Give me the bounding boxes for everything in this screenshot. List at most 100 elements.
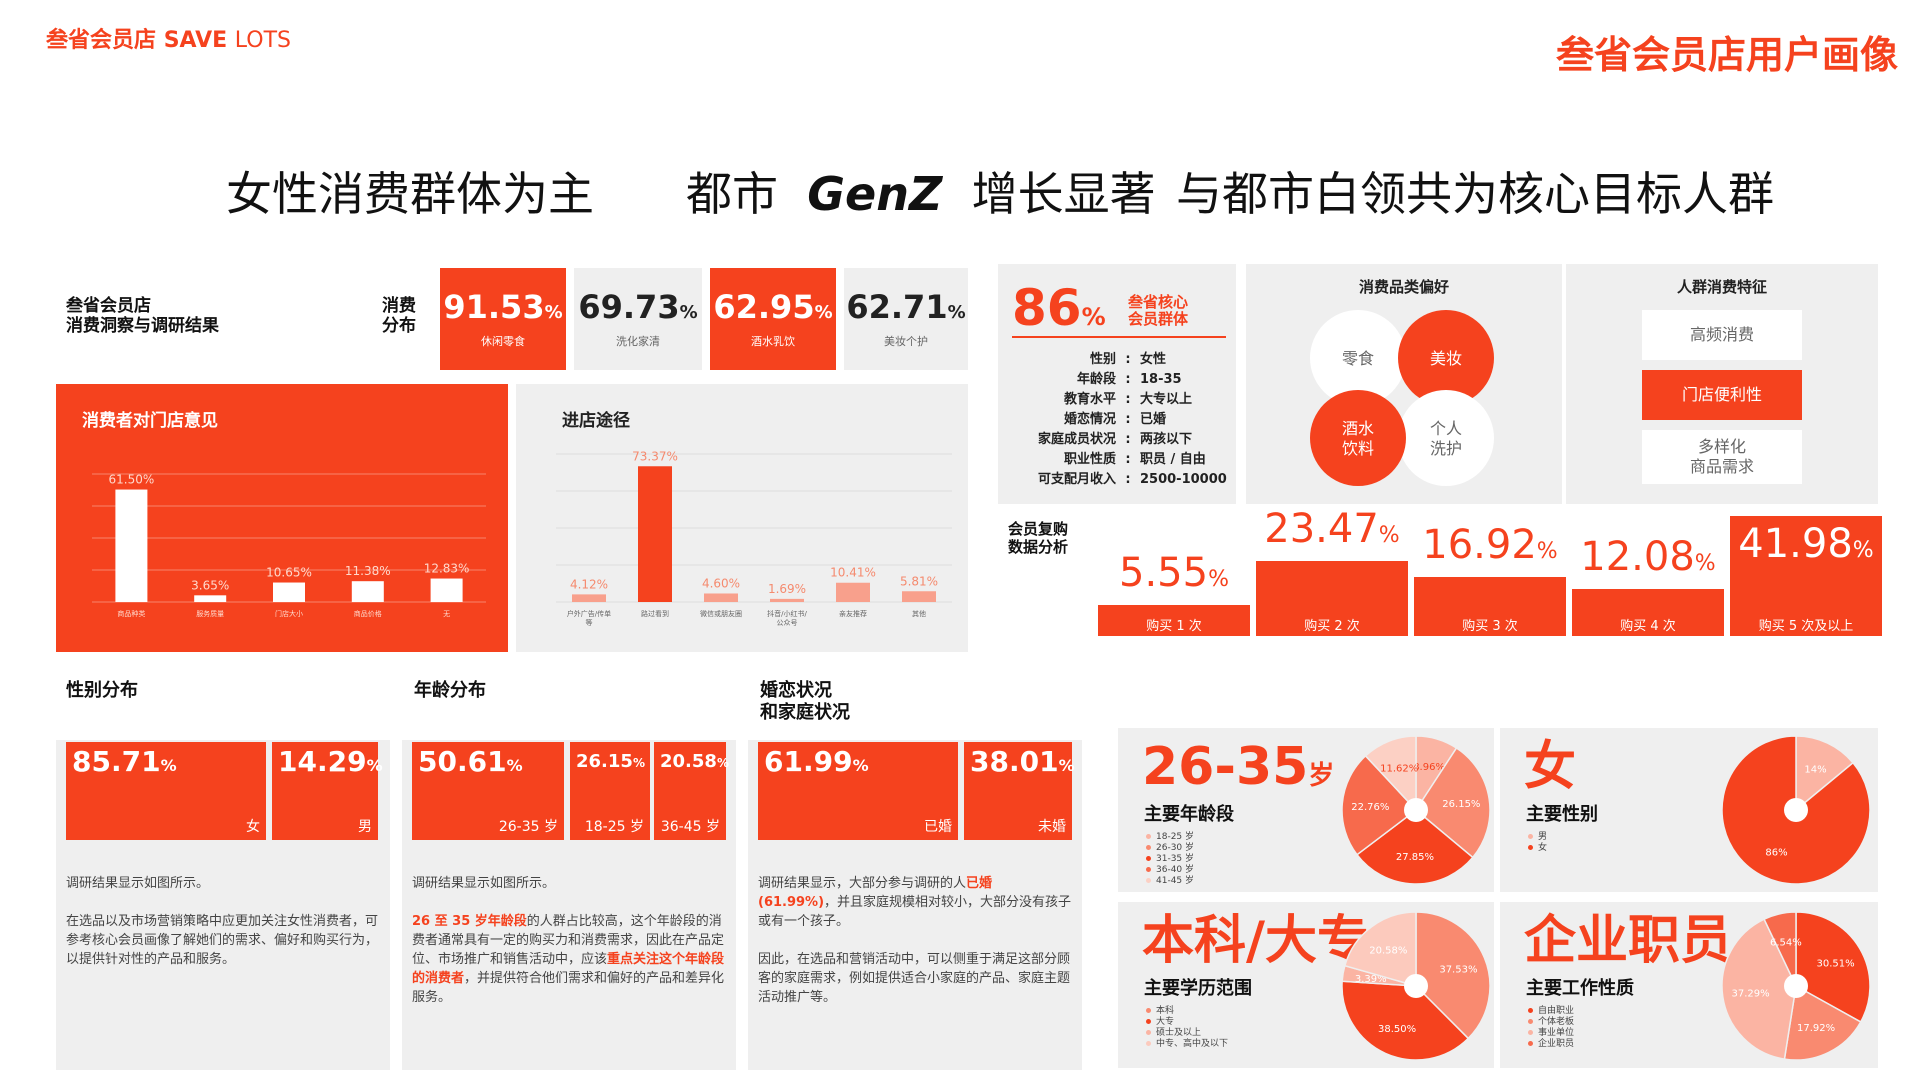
trait-variety: 多样化 商品需求 <box>1642 430 1802 484</box>
pie-legend-item: 自由职业 <box>1528 1006 1574 1017</box>
spend-card-snacks: 91.53% 休闲零食 <box>440 268 566 370</box>
core-attribute-value: 18-35 <box>1140 372 1182 387</box>
spend-card-drinks: 62.95% 酒水乳饮 <box>710 268 836 370</box>
age-26-35-box: 50.61% 26-35 岁 <box>412 742 564 840</box>
age-36-45-box: 20.58% 36-45 岁 <box>654 742 729 840</box>
marriage-text: 调研结果显示，大部分参与调研的人已婚 (61.99%)，并且家庭规模相对较小，大… <box>758 876 1072 1005</box>
repurchase-bar: 购买 2 次 <box>1256 560 1408 636</box>
repurchase-label: 会员复购 数据分析 <box>1008 520 1069 556</box>
core-attribute-row: 职业性质: 职员 / 自由 <box>998 450 1227 470</box>
pie-slice <box>1721 918 1797 1060</box>
gender-pie-big: 女 <box>1524 737 1577 797</box>
bar <box>836 582 870 602</box>
bar <box>430 578 463 602</box>
bar-value-label: 5.81% <box>900 574 938 588</box>
edu-pie-chart: 37.53% 38.50% 3.39% 20.58% <box>1341 911 1491 1061</box>
opinion-chart-panel: 消费者对门店意见 61.50% 商品种类 3.65% 服务质量 10.65% 门店大小 11… <box>56 384 508 652</box>
pie-slice-label: 11.62% <box>1380 763 1418 774</box>
pie-legend-dot <box>1146 878 1151 883</box>
pie-legend-dot <box>1146 834 1151 839</box>
spend-card-beauty: 62.71% 美妆个护 <box>844 268 968 370</box>
pie-legend-dot <box>1528 1008 1533 1013</box>
repurchase-unit: % <box>1536 538 1558 564</box>
preference-title: 消费品类偏好 <box>1358 278 1449 296</box>
bar <box>351 581 384 602</box>
gender-title: 性别分布 <box>66 680 138 701</box>
pie-legend-dot <box>1146 867 1151 872</box>
age-pie-sub: 主要年龄段 <box>1144 804 1234 825</box>
repurchase-number: 23.47 <box>1264 505 1379 552</box>
gender-pie-panel: 女 主要性别 男女 14% 86% <box>1500 728 1878 892</box>
pie-legend-item: 硕士及以上 <box>1146 1028 1228 1039</box>
core-attribute-key: 家庭成员状况 <box>1037 432 1116 447</box>
pie-legend-item: 31-35 岁 <box>1146 854 1194 865</box>
trait-convenience: 门店便利性 <box>1642 370 1802 420</box>
marriage-single-box: 38.01% 未婚 <box>964 742 1075 840</box>
pie-slice-label: 26.15% <box>1442 799 1480 810</box>
headline-whitecollar: 与都市白领共为核心目标人群 <box>1176 167 1774 221</box>
pie-legend-dot <box>1146 1008 1151 1013</box>
pref-circle-drinks <box>1310 390 1406 486</box>
bar-category-label: 微信或朋友圈 <box>700 609 742 618</box>
core-attribute-key: 可支配月收入 <box>1037 472 1116 487</box>
pie-legend-label: 企业职员 <box>1538 1039 1575 1049</box>
repurchase-value-text: 41.98% <box>1730 522 1882 573</box>
edu-pie-sub: 主要学历范围 <box>1144 978 1252 999</box>
bar-category-label: 无 <box>443 610 450 618</box>
pie-legend-item: 26-30 岁 <box>1146 843 1194 854</box>
bar <box>638 466 672 602</box>
pie-legend-label: 31-35 岁 <box>1156 854 1195 864</box>
pie-slice-label: 86% <box>1765 848 1787 859</box>
marriage-married-box: 61.99% 已婚 <box>758 742 958 840</box>
bar-value-label: 12.83% <box>424 562 470 576</box>
bar-category-label: 户外广告/传单等 <box>567 609 611 627</box>
age-pie-big: 26-35岁 <box>1142 737 1335 797</box>
repurchase-value: 23.47% <box>1256 507 1408 558</box>
repurchase-caption: 购买 3 次 <box>1462 618 1518 634</box>
core-attribute-row: 婚恋情况: 已婚 <box>998 410 1227 430</box>
core-attribute-colon: : <box>1125 472 1131 487</box>
bar-category-label: 服务质量 <box>196 609 224 618</box>
pie-legend-label: 硕士及以上 <box>1156 1028 1202 1038</box>
pie-legend-item: 事业单位 <box>1528 1028 1574 1039</box>
pie-slice <box>1341 980 1470 1061</box>
bar <box>273 582 305 602</box>
pie-legend-item: 本科 <box>1146 1006 1228 1017</box>
pref-label-beauty: 美妆 <box>1430 349 1462 368</box>
pie-slice <box>1343 911 1417 987</box>
pie-legend-label: 中专、高中及以下 <box>1156 1039 1229 1049</box>
core-tag: 叁省核心 会员群体 <box>1128 293 1189 328</box>
trait-variety-line: 多样化 <box>1697 437 1746 456</box>
headline-female: 女性消费群体为主 <box>226 167 594 221</box>
bar-value-label: 11.38% <box>345 564 391 578</box>
pie-center-hole <box>1784 798 1808 822</box>
bar-value-label: 73.37% <box>632 449 678 463</box>
core-attribute-row: 年龄段:18-35 <box>998 370 1227 390</box>
age-text: 调研结果显示如图所示。 26 至 35 岁年龄段的人群占比较高，这个年龄段的消费… <box>412 876 725 1005</box>
core-attribute-value: 两孩以下 <box>1140 432 1193 447</box>
pie-slice-label: 30.51% <box>1816 959 1854 970</box>
repurchase-unit: % <box>1378 522 1400 548</box>
pie-slice-label: 37.53% <box>1439 964 1477 975</box>
gender-pie-legend: 男女 <box>1528 832 1547 854</box>
pie-slice-label: 17.92% <box>1797 1023 1835 1034</box>
pie-center-hole <box>1784 974 1808 998</box>
bar-category-label: 门店大小 <box>275 609 303 618</box>
pie-legend-item: 36-40 岁 <box>1146 865 1194 876</box>
pie-legend-item: 企业职员 <box>1528 1039 1574 1050</box>
job-pie-big: 企业职员 <box>1524 911 1733 971</box>
pie-slice-label: 8.96% <box>1413 762 1445 773</box>
preference-circles: 零食 美妆 酒水饮料 个人洗护 <box>1310 310 1494 486</box>
core-attribute-colon: : <box>1125 372 1131 387</box>
repurchase-bar: 购买 1 次 <box>1098 604 1250 636</box>
repurchase-caption: 购买 5 次及以上 <box>1758 619 1854 634</box>
gender-female-box: 85.71% 女 <box>66 742 266 840</box>
pie-slice <box>1763 911 1797 987</box>
pie-slice <box>1364 735 1417 812</box>
pie-legend-dot <box>1146 1041 1151 1046</box>
repurchase-caption: 购买 1 次 <box>1146 618 1202 634</box>
core-attribute-value: 大专以上 <box>1140 392 1193 407</box>
repurchase-number: 5.55 <box>1119 549 1209 596</box>
trait-variety-line: 商品需求 <box>1689 457 1754 476</box>
pie-legend-dot <box>1528 1030 1533 1035</box>
